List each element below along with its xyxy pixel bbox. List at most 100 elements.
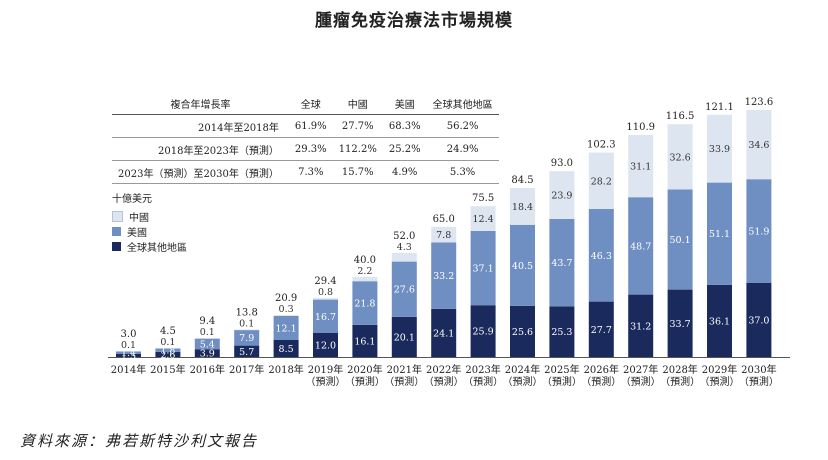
bar-segment-rest [667,289,693,357]
legend-unit: 十億美元 [112,194,152,205]
legend-item-china: 中國 [112,209,187,224]
x-tick-label: 2017年 [229,363,264,376]
bar-segment-china [431,226,457,243]
segment-label-rest: 31.2 [630,321,651,332]
bar-segment-rest [470,305,496,357]
segment-label-rest: 2.6 [160,350,175,361]
bar-segment-china [667,124,693,190]
segment-label-rest: 27.7 [591,325,612,336]
cagr-period: 2018年至2023年（預測） [112,137,289,161]
bar-segment-us [549,219,575,307]
x-tick-label: 2014年 [111,363,146,376]
x-tick-label: （預測） [621,375,661,388]
bar-total-label: 123.6 [745,97,774,108]
bar-total-label: 102.3 [587,140,616,151]
cagr-table-row: 2018年至2023年（預測） 29.3% 112.2% 25.2% 24.9% [112,137,499,161]
segment-label-china: 33.9 [709,144,730,155]
bar-segment-us [707,182,732,285]
chart-legend: 十億美元 中國 美國 全球其他地區 [112,190,187,254]
segment-label-rest: 20.1 [394,332,415,343]
x-tick-label: （預測） [581,375,621,388]
bar-segment-rest [352,324,378,357]
bar-total-label: 116.5 [666,111,695,122]
bar-segment-us [352,281,378,325]
segment-label-us: 21.8 [354,299,375,310]
cagr-header-cell: 複合年增長率 [112,92,289,115]
segment-label-rest: 8.5 [279,344,294,355]
bar-segment-rest [588,301,614,357]
bar-segment-rest [116,354,141,357]
segment-label-us: 1.4 [121,348,136,359]
bar-total-label: 65.0 [433,214,455,225]
cagr-value: 56.2% [426,114,499,138]
bar-segment-us [510,224,535,306]
bar-total-label: 20.9 [275,293,297,304]
bar-segment-china [352,276,378,282]
x-tick-label: 2022年 [426,363,461,376]
legend-label-us: 美國 [127,228,147,239]
bar-segment-china [707,114,732,183]
segment-label-china: 4.3 [397,242,412,253]
cagr-period: 2023年（預測）至2030年（預測） [112,160,289,184]
bar-segment-us [470,231,496,306]
bar-segment-us [628,197,654,295]
bar-segment-china [313,298,338,300]
bar-total-label: 40.0 [354,255,376,266]
bar-segment-us [391,261,417,317]
bar-segment-china [116,351,141,352]
cagr-value: 61.9% [288,114,333,138]
bar-segment-rest [746,283,772,357]
segment-label-rest: 25.6 [512,327,533,338]
bar-segment-us [588,209,614,302]
bar-total-label: 52.0 [393,231,415,242]
bar-total-label: 3.0 [121,329,137,340]
bar-segment-us [313,299,338,333]
x-tick-label: （預測） [384,375,424,388]
cagr-value: 25.2% [382,137,427,161]
x-tick-label: （預測） [463,375,503,388]
segment-label-china: 0.1 [121,340,136,351]
x-tick-label: 2019年 [308,363,343,376]
x-tick-label: 2020年 [347,363,382,376]
x-tick-label: 2030年 [741,363,776,376]
cagr-table-row: 2023年（預測）至2030年（預測） 7.3% 15.7% 4.9% 5.3% [112,160,499,184]
bar-total-label: 110.9 [626,122,655,133]
bar-total-label: 121.1 [705,102,734,113]
x-tick-label: 2026年 [584,363,619,376]
segment-label-china: 0.1 [200,327,215,338]
bar-segment-china [549,171,575,219]
x-tick-label: （預測） [424,375,464,388]
stacked-bar-chart: 1.51.40.13.02014年2.61.80.14.52015年3.95.4… [108,97,790,388]
segment-label-china: 2.2 [357,266,372,277]
segment-label-us: 51.1 [709,229,730,240]
segment-label-us: 40.5 [512,261,533,272]
cagr-header-cell: 全球 [288,92,333,115]
segment-label-us: 27.6 [394,285,415,296]
x-tick-label: 2024年 [505,363,540,376]
x-tick-label: （預測） [345,375,385,388]
cagr-header-cell: 中國 [332,92,383,115]
bar-segment-us [667,189,693,290]
segment-label-rest: 25.3 [551,327,572,338]
cagr-value: 4.9% [382,160,427,184]
bar-segment-us [116,351,141,354]
bar-segment-us [273,315,299,340]
cagr-value: 29.3% [288,137,333,161]
bar-segment-rest [707,284,732,357]
bar-segment-us [746,179,772,283]
cagr-table-header: 複合年增長率 全球 中國 美國 全球其他地區 [112,92,499,115]
segment-label-rest: 3.9 [200,349,215,360]
x-tick-label: 2028年 [662,363,697,376]
segment-label-us: 46.3 [591,251,612,262]
bar-segment-rest [194,349,220,357]
x-tick-label: （預測） [542,375,582,388]
bar-segment-china [194,338,220,339]
legend-label-china: 中國 [129,213,149,224]
segment-label-us: 51.9 [748,227,769,238]
cagr-value: 27.7% [332,114,383,138]
bar-segment-china [234,329,260,331]
segment-label-china: 7.8 [436,230,451,241]
bar-segment-rest [313,333,338,357]
bar-total-label: 75.5 [472,193,494,204]
bar-segment-us [234,329,260,346]
